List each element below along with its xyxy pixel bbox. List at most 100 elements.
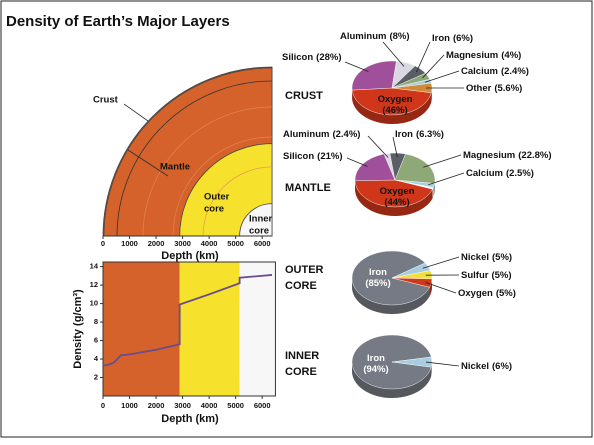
figure: Density of Earth’s Major Layers Crust Man…	[0, 0, 594, 445]
y-tick-label: 12	[90, 280, 98, 289]
pie-title: INNER	[285, 350, 319, 362]
slice-value: (5%)	[491, 270, 511, 281]
slice-label: Calcium(2.5%)	[466, 168, 534, 179]
slice-name: Nickel	[461, 361, 489, 372]
slice-value: (85%)	[365, 278, 390, 289]
layer-label: core	[204, 204, 224, 215]
slice-value: (5.6%)	[494, 83, 522, 94]
pie-title: CORE	[285, 280, 317, 292]
figure-title: Density of Earth’s Major Layers	[6, 13, 230, 30]
slice-label: Magnesium(22.8%)	[463, 150, 552, 161]
slice-value: (2.4%)	[501, 66, 529, 77]
x-tick-label: 6000	[254, 401, 271, 410]
leader	[425, 71, 459, 82]
depth-band	[180, 262, 240, 396]
slice-name: Magnesium	[463, 150, 515, 161]
layer-label: Crust	[93, 95, 119, 106]
slice-value: (28%)	[316, 52, 341, 63]
slice-name: Oxygen	[458, 288, 493, 299]
slice-value: (2.5%)	[506, 168, 534, 179]
x-tick-label: 0	[101, 239, 105, 248]
layer-label: Outer	[204, 192, 230, 203]
pie-slice	[352, 61, 396, 90]
slice-value: (44%)	[384, 197, 409, 208]
slice-name: Oxygen	[378, 94, 413, 105]
slice-name: Calcium	[461, 66, 498, 77]
leader	[347, 158, 368, 166]
slice-label: Iron(6%)	[432, 33, 473, 44]
slice-label: Magnesium(4%)	[446, 50, 521, 61]
x-axis-label: Depth (km)	[161, 413, 219, 425]
slice-name: Iron	[432, 33, 450, 44]
leader	[423, 55, 444, 78]
inside-label: Oxygen(46%)	[378, 94, 413, 116]
slice-label: Silicon(21%)	[283, 151, 343, 162]
pie-title: CRUST	[285, 90, 323, 102]
x-tick-label: 5000	[227, 401, 244, 410]
slice-label: Nickel(6%)	[461, 361, 512, 372]
slice-name: Silicon	[282, 52, 313, 63]
y-tick-label: 2	[94, 373, 98, 382]
x-tick-label: 5000	[227, 239, 244, 248]
slice-name: Aluminum	[283, 129, 329, 140]
y-tick-label: 10	[90, 299, 98, 308]
x-axis-label: Depth (km)	[161, 250, 219, 262]
slice-value: (21%)	[317, 151, 342, 162]
depth-band	[103, 262, 180, 396]
crust-leader	[124, 104, 148, 121]
slice-name: Aluminum	[340, 31, 386, 42]
slice-label: Oxygen(5%)	[458, 288, 516, 299]
slice-label: Other(5.6%)	[466, 83, 522, 94]
y-axis-label: Density (g/cm³)	[72, 289, 84, 369]
depth-band	[240, 262, 276, 396]
pie-title: OUTER	[285, 264, 324, 276]
x-tick-label: 4000	[201, 401, 218, 410]
inside-label: Oxygen(44%)	[380, 186, 415, 208]
x-tick-label: 6000	[254, 239, 271, 248]
slice-value: (46%)	[382, 105, 407, 116]
slice-label: Sulfur(5%)	[461, 270, 512, 281]
x-tick-label: 2000	[148, 401, 165, 410]
y-tick-label: 6	[94, 336, 98, 345]
slice-name: Other	[466, 83, 492, 94]
slice-value: (6%)	[492, 361, 512, 372]
layer-label: Mantle	[160, 162, 190, 173]
slice-value: (94%)	[363, 364, 388, 375]
inside-label: Iron(94%)	[363, 353, 388, 375]
slice-label: Silicon(28%)	[282, 52, 342, 63]
slice-label: Aluminum(2.4%)	[283, 129, 360, 140]
slice-value: (6.3%)	[416, 129, 444, 140]
inside-label: Iron(85%)	[365, 267, 390, 289]
slice-name: Oxygen	[380, 186, 415, 197]
slice-value: (5%)	[496, 288, 516, 299]
slice-name: Silicon	[283, 151, 314, 162]
slice-label: Iron(6.3%)	[395, 129, 444, 140]
slice-value: (8%)	[389, 31, 409, 42]
slice-name: Iron	[367, 353, 385, 364]
layer-label: core	[249, 226, 269, 237]
slice-name: Iron	[395, 129, 413, 140]
slice-label: Calcium(2.4%)	[461, 66, 529, 77]
slice-name: Calcium	[466, 168, 503, 179]
layer-label: Inner	[249, 214, 273, 225]
slice-value: (5%)	[492, 252, 512, 263]
leader	[423, 257, 459, 268]
x-tick-label: 2000	[148, 239, 165, 248]
y-tick-label: 4	[94, 354, 99, 363]
slice-name: Sulfur	[461, 270, 489, 281]
pie-title: CORE	[285, 366, 317, 378]
leader	[423, 155, 461, 167]
slice-name: Magnesium	[446, 50, 498, 61]
x-tick-label: 3000	[174, 401, 191, 410]
leader	[416, 42, 430, 72]
y-tick-label: 14	[90, 262, 99, 271]
y-tick-label: 8	[94, 317, 98, 326]
slice-value: (6%)	[453, 33, 473, 44]
slice-value: (4%)	[501, 50, 521, 61]
slice-label: Aluminum(8%)	[340, 31, 410, 42]
pie-title: MANTLE	[285, 182, 331, 194]
leader	[368, 136, 388, 158]
slice-label: Nickel(5%)	[461, 252, 512, 263]
slice-value: (22.8%)	[518, 150, 551, 161]
x-tick-label: 1000	[121, 401, 138, 410]
